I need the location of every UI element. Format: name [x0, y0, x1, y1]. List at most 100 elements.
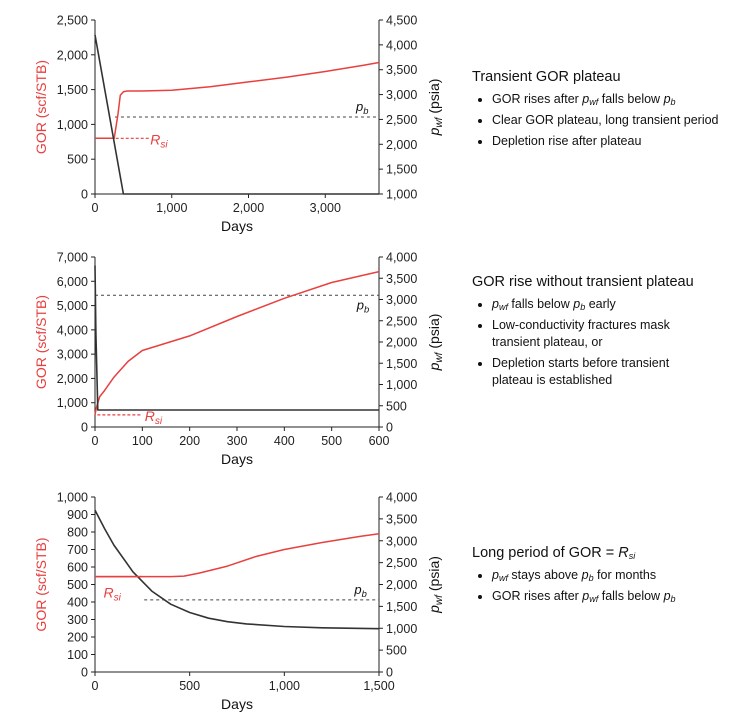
- chart-3-ylabel-right-units: (psia): [426, 556, 442, 595]
- chart-2-ytick-label-right-0: 0: [386, 421, 393, 435]
- chart-3-ytick-label-right-3: 1,500: [386, 600, 417, 614]
- chart-1-ytick-label-right-4: 3,000: [386, 88, 417, 102]
- chart-2-ylabel-right-units: (psia): [426, 314, 442, 353]
- chart-3-xtick-label-0: 0: [92, 679, 99, 693]
- chart-3-ytick-label-left-0: 0: [81, 666, 88, 680]
- chart-3-ytick-label-left-4: 400: [67, 596, 88, 610]
- chart-2-series-pwf: [94, 265, 379, 411]
- chart-2-xtick-label-2: 200: [179, 434, 200, 448]
- chart-3-ylabel-right-sub: wf: [434, 594, 445, 605]
- chart-1-pb-label: pb: [355, 99, 368, 116]
- chart-3-ylabel-right-main: p: [426, 605, 442, 614]
- chart-1-ytick-label-right-0: 1,000: [386, 188, 417, 202]
- chart-2-ytick-label-right-3: 1,500: [386, 357, 417, 371]
- chart-2-xtick-label-6: 600: [369, 434, 390, 448]
- chart-3-series-gor: [95, 533, 380, 578]
- chart-2-xtick-label-4: 400: [274, 434, 295, 448]
- chart-2-rsi-label-main: R: [145, 408, 155, 424]
- chart-2-ytick-label-right-4: 2,000: [386, 336, 417, 350]
- chart-2-pb-label-main: p: [356, 297, 364, 312]
- note-title-3: Long period of GOR = Rsi: [472, 545, 636, 561]
- note-1-bullet-2: Clear GOR plateau, long transient period: [492, 112, 732, 129]
- chart-1-ytick-label-right-2: 2,000: [386, 138, 417, 152]
- chart-2-ytick-label-left-4: 4,000: [57, 323, 88, 337]
- chart-2-ytick-label-right-1: 500: [386, 399, 407, 413]
- chart-1-ylabel-right-sub: wf: [434, 116, 445, 127]
- chart-3-rsi-label-sub: si: [114, 592, 122, 603]
- chart-3-ytick-label-right-5: 2,500: [386, 556, 417, 570]
- chart-3-group: 0 100 200 300 400 500 600 700 800 900 1,000 0 500 1,0…: [33, 491, 445, 713]
- chart-1-pb-label-main: p: [355, 99, 363, 114]
- chart-1-series-pwf: [94, 34, 379, 195]
- chart-2-ytick-label-left-5: 5,000: [57, 299, 88, 313]
- chart-1-ylabel-right: pwf (psia): [426, 79, 445, 137]
- note-3-bullet-1: pwf stays above pb for months: [492, 567, 732, 584]
- chart-1-rsi-label-main: R: [150, 131, 160, 147]
- chart-1-ytick-label-left-2: 1,000: [57, 118, 88, 132]
- chart-2-ylabel-right-main: p: [426, 362, 442, 371]
- chart-3-ytick-label-right-4: 2,000: [386, 578, 417, 592]
- chart-2-xtick-label-3: 300: [227, 434, 248, 448]
- note-2-bullet-1: pwf falls below pb early: [492, 296, 732, 313]
- note-title-1: Transient GOR plateau: [472, 69, 621, 85]
- chart-2-ytick-label-left-3: 3,000: [57, 348, 88, 362]
- chart-1-ylabel-left: GOR (scf/STB): [33, 60, 49, 154]
- chart-1-ytick-label-left-3: 1,500: [57, 83, 88, 97]
- chart-3-xtick-label-3: 1,500: [363, 679, 394, 693]
- chart-2-xtick-label-0: 0: [92, 434, 99, 448]
- chart-2-ylabel-right-sub: wf: [434, 351, 445, 362]
- chart-3-ytick-label-right-8: 4,000: [386, 491, 417, 505]
- chart-3-ytick-label-right-7: 3,500: [386, 512, 417, 526]
- note-3-bullet-2: GOR rises after pwf falls below pb: [492, 588, 732, 605]
- chart-3-ytick-label-right-2: 1,000: [386, 622, 417, 636]
- chart-2-xtick-label-5: 500: [321, 434, 342, 448]
- chart-1-ytick-label-right-3: 2,500: [386, 113, 417, 127]
- chart-2-ytick-label-left-1: 1,000: [57, 396, 88, 410]
- chart-3-pb-label-main: p: [353, 582, 361, 597]
- chart-2-ytick-label-right-5: 2,500: [386, 314, 417, 328]
- chart-1-xlabel: Days: [221, 218, 253, 234]
- chart-3-ytick-label-left-10: 1,000: [57, 491, 88, 505]
- chart-3-ylabel-right: pwf (psia): [426, 556, 445, 614]
- chart-1-ytick-label-left-0: 0: [81, 188, 88, 202]
- chart-3-ytick-label-left-5: 500: [67, 578, 88, 592]
- chart-1-series-gor: [95, 61, 380, 140]
- chart-2-ylabel-left: GOR (scf/STB): [33, 295, 49, 389]
- chart-1-group: 0 500 1,000 1,500 2,000 2,500 1,000 1,500 2,000 2…: [33, 14, 445, 235]
- chart-1-xtick-label-1: 1,000: [156, 201, 187, 215]
- note-title-2: GOR rise without transient plateau: [472, 274, 694, 290]
- chart-3-ytick-label-left-2: 200: [67, 631, 88, 645]
- chart-1-xtick-label-3: 3,000: [310, 201, 341, 215]
- chart-3-ytick-label-left-9: 900: [67, 508, 88, 522]
- note-panel-3: Long period of GOR = Rsi pwf stays above…: [472, 545, 732, 609]
- chart-3-ytick-label-right-6: 3,000: [386, 534, 417, 548]
- chart-2-series-gor: [94, 270, 380, 416]
- chart-2-ytick-label-right-8: 4,000: [386, 251, 417, 265]
- chart-2-xtick-label-1: 100: [132, 434, 153, 448]
- chart-2-pb-label: pb: [356, 297, 369, 314]
- note-panel-1: Transient GOR plateau GOR rises after pw…: [472, 69, 732, 154]
- chart-3-ytick-label-left-6: 600: [67, 561, 88, 575]
- chart-3-ylabel-left: GOR (scf/STB): [33, 537, 49, 631]
- chart-1-ytick-label-left-5: 2,500: [57, 14, 88, 28]
- chart-2-ytick-label-left-6: 6,000: [57, 275, 88, 289]
- chart-2-ytick-label-right-7: 3,500: [386, 272, 417, 286]
- chart-1-xtick-label-0: 0: [92, 201, 99, 215]
- note-panel-2: GOR rise without transient plateau pwf f…: [472, 274, 732, 393]
- chart-2-ylabel-right: pwf (psia): [426, 314, 445, 372]
- note-1-bullet-3: Depletion rise after plateau: [492, 133, 732, 150]
- chart-3-ytick-label-right-0: 0: [386, 666, 393, 680]
- chart-3-xtick-label-2: 1,000: [269, 679, 300, 693]
- chart-1-ytick-label-right-1: 1,500: [386, 163, 417, 177]
- note-2-bullet-3: Depletion starts before transient platea…: [492, 355, 702, 389]
- chart-3-xtick-label-1: 500: [179, 679, 200, 693]
- chart-3-xlabel: Days: [221, 696, 253, 712]
- chart-3-rsi-label-main: R: [104, 584, 114, 600]
- chart-3-ytick-label-left-1: 100: [67, 648, 88, 662]
- chart-2-group: 0 1,000 2,000 3,000 4,000 5,000 6,000 7,000 0 500…: [33, 251, 445, 468]
- chart-3-ytick-label-left-3: 300: [67, 613, 88, 627]
- chart-1-rsi-label: Rsi: [150, 131, 168, 150]
- chart-2-pb-label-sub: b: [364, 304, 369, 314]
- note-list-1: GOR rises after pwf falls below pb Clear…: [472, 91, 732, 150]
